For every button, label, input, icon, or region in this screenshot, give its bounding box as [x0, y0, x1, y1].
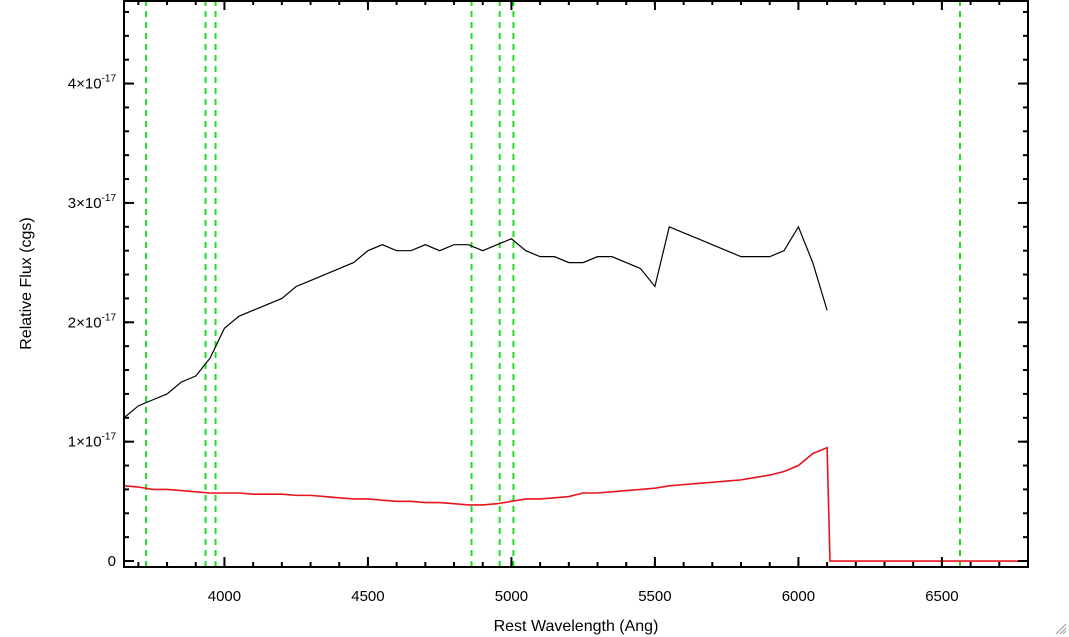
- x-tick-label: 4500: [351, 588, 384, 605]
- x-tick-label: 6500: [925, 588, 958, 605]
- y-tick-label: 3×10-17: [68, 193, 117, 212]
- y-axis-title: Relative Flux (cgs): [18, 217, 35, 349]
- plot-area: [124, 0, 1028, 567]
- axis-ticks: 4000 4500 5000 5500 6000 6500 0 1×10-17 2×10-17 3…: [68, 0, 1029, 605]
- y-tick-label: 0: [108, 553, 116, 570]
- spectrum-series: [124, 225, 828, 419]
- plot-frame: [123, 0, 1029, 568]
- resize-grip-icon[interactable]: [1055, 623, 1067, 635]
- y-tick-label: 2×10-17: [68, 312, 117, 331]
- y-tick-label: 1×10-17: [68, 432, 117, 451]
- x-tick-label: 5500: [638, 588, 671, 605]
- error-series: [124, 446, 1028, 562]
- x-tick-label: 5000: [495, 588, 528, 605]
- x-tick-label: 6000: [782, 588, 815, 605]
- y-tick-label: 4×10-17: [68, 74, 117, 93]
- x-axis-title: Rest Wavelength (Ang): [494, 618, 659, 635]
- x-tick-label: 4000: [208, 588, 241, 605]
